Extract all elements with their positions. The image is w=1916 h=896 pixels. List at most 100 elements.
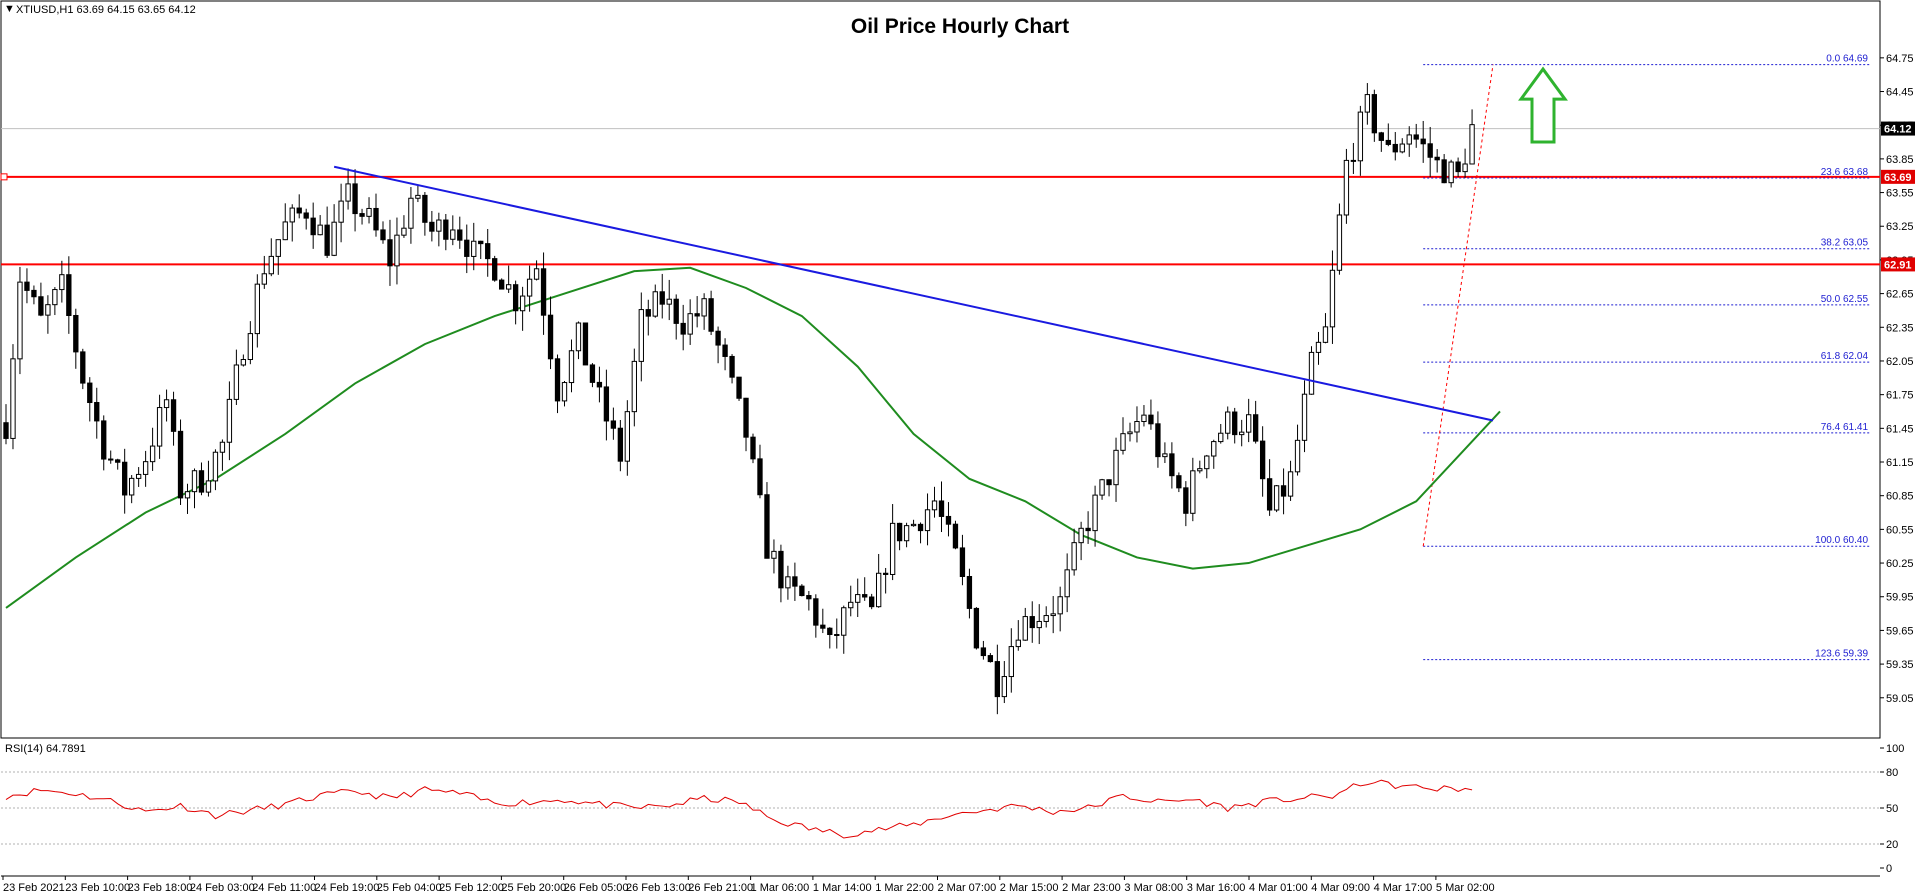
- x-tick-label: 3 Mar 16:00: [1187, 882, 1246, 894]
- candle-body: [163, 399, 170, 409]
- candle-body: [1106, 479, 1112, 486]
- x-tick-label: 2 Mar 15:00: [1000, 882, 1059, 894]
- candle-body: [1078, 527, 1084, 544]
- candle-body: [359, 213, 365, 217]
- candle-body: [415, 194, 421, 199]
- candle-body: [792, 576, 798, 587]
- rsi-label: RSI(14) 64.7891: [5, 743, 86, 755]
- rsi-line: [5, 779, 1473, 839]
- candle-body: [184, 491, 191, 499]
- candle-body: [1043, 615, 1049, 622]
- symbol-header: XTIUSD,H1 63.69 64.15 63.65 64.12: [16, 4, 196, 16]
- fib-level-label: 61.8 62.04: [1821, 351, 1869, 362]
- candle-body: [813, 598, 819, 626]
- candle-body: [352, 183, 358, 215]
- rsi-tick-label: 80: [1886, 767, 1898, 779]
- candle-body: [1392, 143, 1398, 153]
- collapse-triangle-icon[interactable]: ▼: [4, 3, 15, 15]
- candle-body: [1266, 478, 1273, 511]
- fib-level-label: 38.2 63.05: [1821, 238, 1869, 249]
- candle-body: [10, 358, 16, 439]
- candle-body: [122, 461, 128, 496]
- candle-body: [387, 239, 393, 267]
- candle-body: [505, 284, 512, 290]
- candle-body: [177, 430, 184, 499]
- fib-level-label: 50.0 62.55: [1821, 294, 1869, 305]
- x-tick-label: 23 Feb 2021: [3, 882, 65, 894]
- candle-body: [1406, 134, 1412, 145]
- x-tick-label: 1 Mar 14:00: [813, 882, 872, 894]
- candle-body: [1252, 414, 1259, 442]
- y-tick-label: 61.15: [1886, 457, 1914, 469]
- candle-body: [582, 322, 589, 366]
- candle-body: [1371, 94, 1378, 134]
- candle-body: [757, 458, 763, 496]
- candle-body: [1092, 494, 1098, 532]
- candle-body: [917, 523, 924, 532]
- candle-body: [540, 268, 547, 316]
- candle-body: [820, 624, 826, 629]
- trendline-group[interactable]: [333, 165, 1494, 422]
- candle-body: [743, 397, 749, 438]
- candle-body: [778, 550, 784, 589]
- y-tick-label: 62.05: [1886, 356, 1914, 368]
- candle-body: [959, 547, 966, 578]
- candle-body: [694, 313, 700, 317]
- x-tick-label: 3 Mar 08:00: [1124, 882, 1183, 894]
- candle-body: [1287, 471, 1294, 497]
- candle-body: [862, 594, 868, 598]
- candle-body: [1420, 138, 1426, 145]
- candle-body: [485, 243, 491, 260]
- candle-body: [896, 522, 903, 542]
- candle-body: [701, 298, 707, 317]
- y-tick-label: 63.25: [1886, 221, 1914, 233]
- candle-body: [855, 594, 861, 603]
- candle-body: [980, 647, 987, 657]
- candle-body: [289, 207, 295, 223]
- candle-body: [882, 572, 889, 575]
- candle-body: [471, 240, 477, 257]
- candle-body: [450, 229, 456, 240]
- candle-body: [156, 407, 163, 447]
- y-axis: 64.7564.4564.1563.8563.5563.2562.9562.65…: [1880, 53, 1914, 705]
- candle-body: [296, 207, 302, 214]
- candle-body: [869, 596, 875, 608]
- candle-body: [1455, 161, 1461, 173]
- candle-body: [603, 386, 610, 422]
- candle-body: [52, 289, 58, 306]
- candle-body: [1434, 156, 1440, 161]
- candle-body: [1001, 676, 1007, 698]
- candle-body: [1127, 431, 1133, 435]
- candle-body: [722, 344, 728, 357]
- y-tick-label: 59.35: [1886, 659, 1914, 671]
- candle-body: [994, 661, 1001, 698]
- x-tick-label: 4 Mar 09:00: [1311, 882, 1370, 894]
- ma-line: [5, 266, 1501, 609]
- candle-body: [938, 500, 945, 517]
- candle-body: [1211, 441, 1217, 457]
- candle-body: [254, 283, 260, 335]
- y-tick-label: 64.75: [1886, 53, 1914, 65]
- candles: [3, 83, 1475, 715]
- candle-body: [212, 451, 219, 482]
- candle-body: [834, 634, 840, 637]
- x-tick-label: 24 Feb 03:00: [190, 882, 255, 894]
- candle-body: [659, 291, 665, 305]
- candle-body: [1315, 341, 1322, 353]
- candle-body: [708, 298, 714, 332]
- y-tick-label: 63.85: [1886, 154, 1914, 166]
- candle-body: [673, 298, 679, 324]
- candle-body: [191, 470, 198, 493]
- candle-body: [240, 359, 247, 366]
- candle-body: [624, 411, 631, 462]
- candle-body: [1301, 393, 1308, 441]
- candle-body: [1399, 143, 1405, 153]
- candle-body: [1113, 449, 1119, 486]
- x-tick-label: 1 Mar 22:00: [875, 882, 934, 894]
- candle-body: [1204, 455, 1210, 470]
- candle-body: [1364, 94, 1371, 113]
- candle-body: [645, 309, 651, 317]
- up-arrow-icon: [1518, 66, 1568, 144]
